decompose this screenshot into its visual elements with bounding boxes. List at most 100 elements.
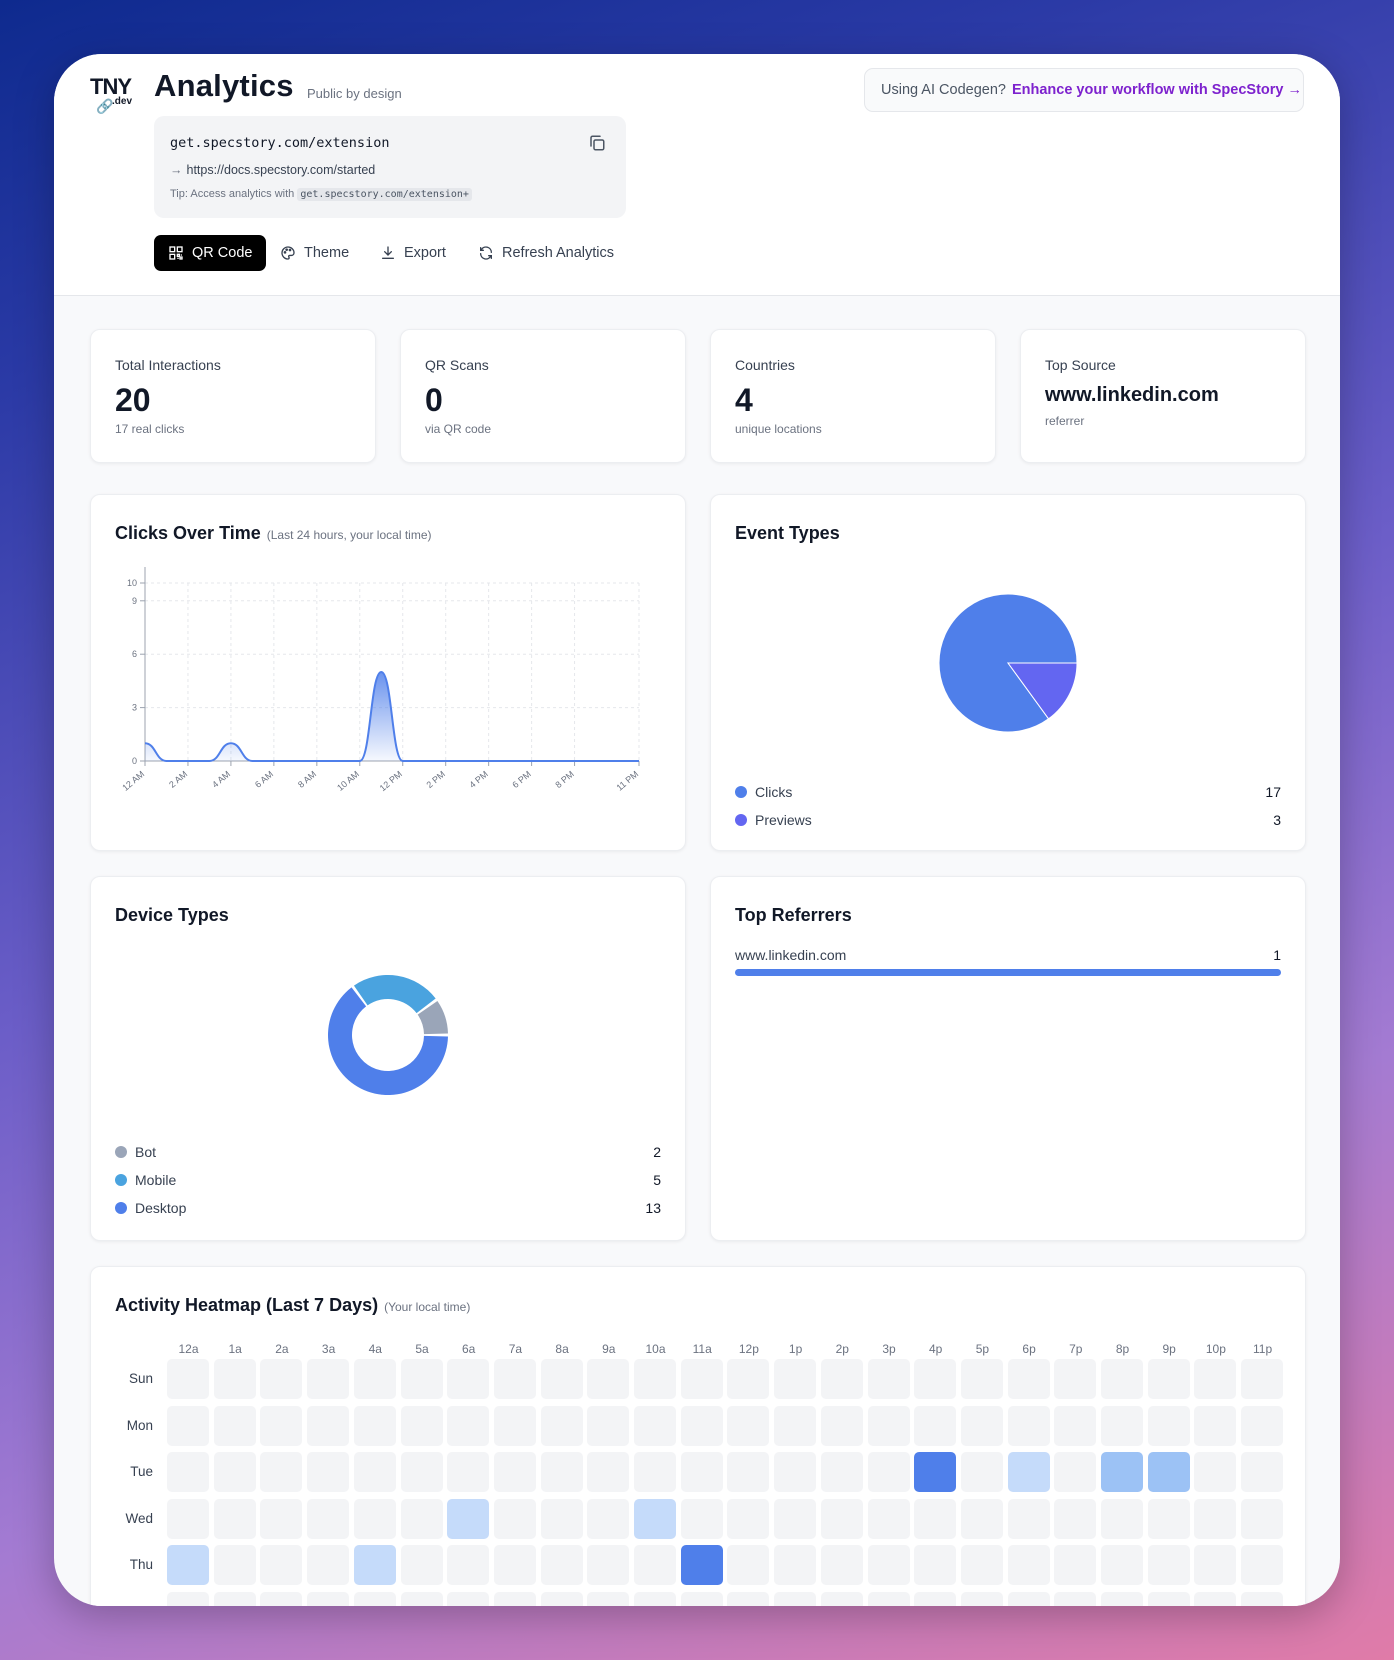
heatmap-cell[interactable] [1101,1452,1143,1492]
heatmap-cell[interactable] [400,1359,443,1399]
heatmap-cell[interactable] [914,1405,957,1446]
heatmap-cell[interactable] [1054,1498,1097,1539]
heatmap-cell[interactable] [867,1591,910,1606]
heatmap-cell[interactable] [820,1405,863,1446]
heatmap-cell[interactable] [1194,1359,1237,1399]
heatmap-cell[interactable] [167,1359,209,1399]
heatmap-cell[interactable] [213,1405,256,1446]
heatmap-cell[interactable] [400,1545,443,1585]
heatmap-cell[interactable] [1147,1591,1190,1606]
heatmap-cell[interactable] [1194,1405,1237,1446]
heatmap-cell[interactable] [400,1498,443,1539]
heatmap-cell[interactable] [353,1498,396,1539]
heatmap-cell[interactable] [634,1545,676,1585]
heatmap-cell[interactable] [774,1359,817,1399]
heatmap-cell[interactable] [307,1591,350,1606]
heatmap-cell[interactable] [774,1591,817,1606]
heatmap-cell[interactable] [1194,1452,1237,1492]
heatmap-cell[interactable] [353,1545,396,1585]
heatmap-cell[interactable] [1147,1498,1190,1539]
heatmap-cell[interactable] [1194,1591,1237,1606]
refresh-analytics-button[interactable]: Refresh Analytics [478,235,614,271]
heatmap-cell[interactable] [1147,1405,1190,1446]
heatmap-cell[interactable] [727,1545,770,1585]
heatmap-cell[interactable] [727,1498,770,1539]
heatmap-cell[interactable] [587,1359,630,1399]
heatmap-cell[interactable] [680,1545,723,1585]
heatmap-cell[interactable] [634,1498,676,1539]
heatmap-cell[interactable] [727,1359,770,1399]
heatmap-cell[interactable] [353,1452,396,1492]
heatmap-cell[interactable] [1054,1405,1097,1446]
heatmap-cell[interactable] [213,1359,256,1399]
heatmap-cell[interactable] [307,1359,350,1399]
heatmap-cell[interactable] [540,1359,583,1399]
heatmap-cell[interactable] [867,1545,910,1585]
export-button[interactable]: Export [380,235,446,271]
heatmap-cell[interactable] [1101,1545,1143,1585]
heatmap-cell[interactable] [307,1405,350,1446]
heatmap-cell[interactable] [1007,1405,1050,1446]
heatmap-cell[interactable] [167,1405,209,1446]
heatmap-cell[interactable] [1147,1359,1190,1399]
heatmap-cell[interactable] [400,1452,443,1492]
heatmap-cell[interactable] [960,1498,1003,1539]
heatmap-cell[interactable] [914,1545,957,1585]
heatmap-cell[interactable] [167,1498,209,1539]
heatmap-cell[interactable] [820,1591,863,1606]
heatmap-cell[interactable] [353,1359,396,1399]
heatmap-cell[interactable] [1007,1359,1050,1399]
heatmap-cell[interactable] [914,1452,957,1492]
heatmap-cell[interactable] [774,1498,817,1539]
heatmap-cell[interactable] [867,1498,910,1539]
heatmap-cell[interactable] [493,1591,536,1606]
heatmap-cell[interactable] [820,1452,863,1492]
destination-url-text[interactable]: https://docs.specstory.com/started [186,163,376,177]
heatmap-cell[interactable] [587,1452,630,1492]
heatmap-cell[interactable] [260,1452,303,1492]
heatmap-cell[interactable] [587,1591,630,1606]
heatmap-cell[interactable] [1241,1591,1284,1606]
heatmap-cell[interactable] [493,1452,536,1492]
heatmap-cell[interactable] [774,1545,817,1585]
heatmap-cell[interactable] [1194,1498,1237,1539]
heatmap-cell[interactable] [960,1591,1003,1606]
heatmap-cell[interactable] [960,1545,1003,1585]
heatmap-cell[interactable] [727,1405,770,1446]
heatmap-cell[interactable] [493,1359,536,1399]
heatmap-cell[interactable] [493,1405,536,1446]
heatmap-cell[interactable] [167,1545,209,1585]
heatmap-cell[interactable] [960,1359,1003,1399]
heatmap-cell[interactable] [727,1452,770,1492]
heatmap-cell[interactable] [540,1405,583,1446]
heatmap-cell[interactable] [447,1591,490,1606]
qr-code-button[interactable]: QR Code [154,235,267,271]
heatmap-cell[interactable] [1101,1405,1143,1446]
heatmap-cell[interactable] [1007,1498,1050,1539]
heatmap-cell[interactable] [914,1359,957,1399]
heatmap-cell[interactable] [213,1545,256,1585]
short-url[interactable]: get.specstory.com/extension [170,135,390,151]
heatmap-cell[interactable] [1007,1591,1050,1606]
logo[interactable]: TNY 🔗 .dev [90,74,140,114]
heatmap-cell[interactable] [820,1545,863,1585]
heatmap-cell[interactable] [1241,1498,1284,1539]
heatmap-cell[interactable] [680,1498,723,1539]
heatmap-cell[interactable] [587,1545,630,1585]
heatmap-cell[interactable] [867,1359,910,1399]
heatmap-cell[interactable] [587,1498,630,1539]
heatmap-cell[interactable] [774,1405,817,1446]
heatmap-cell[interactable] [1147,1545,1190,1585]
heatmap-cell[interactable] [447,1498,490,1539]
heatmap-cell[interactable] [260,1591,303,1606]
heatmap-cell[interactable] [213,1591,256,1606]
heatmap-cell[interactable] [213,1452,256,1492]
heatmap-cell[interactable] [867,1452,910,1492]
heatmap-cell[interactable] [1241,1545,1284,1585]
heatmap-cell[interactable] [260,1498,303,1539]
heatmap-cell[interactable] [820,1359,863,1399]
heatmap-cell[interactable] [1101,1359,1143,1399]
heatmap-cell[interactable] [540,1452,583,1492]
heatmap-cell[interactable] [493,1498,536,1539]
heatmap-cell[interactable] [307,1452,350,1492]
